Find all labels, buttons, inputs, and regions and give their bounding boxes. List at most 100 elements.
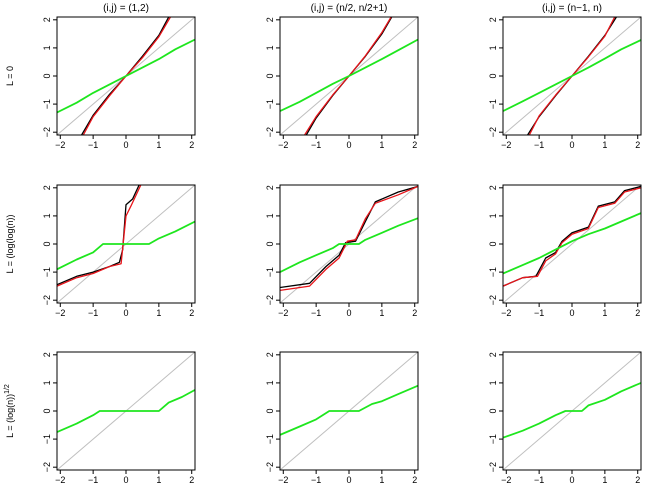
y-tick-label: 1	[42, 213, 52, 218]
x-tick-label: −2	[278, 308, 288, 318]
y-tick-label: 1	[42, 380, 52, 385]
red-curve	[503, 187, 641, 287]
row-label-superscript: 1/2	[4, 384, 11, 394]
y-tick-label: 0	[265, 241, 275, 246]
y-tick-label: 0	[42, 241, 52, 246]
panel-row2-col1: −2 −1 0 1 2 −2 −1 0 1 2	[42, 184, 196, 318]
panel-row1-col2: −2 −1 0 1 2 −2 −1 0 1 2	[265, 16, 419, 150]
y-tick-label: −2	[42, 295, 52, 305]
x-tick-label: −1	[534, 140, 544, 150]
y-tick-label: 0	[42, 408, 52, 413]
y-tick-label: 2	[42, 17, 52, 22]
y-tick-label: −2	[265, 462, 275, 472]
y-tick-label: −1	[42, 267, 52, 277]
reference-diagonal-line	[503, 185, 641, 303]
x-tick-label: 0	[123, 140, 128, 150]
green-curve	[57, 38, 195, 114]
black-curve	[503, 185, 641, 287]
y-tick-label: 2	[42, 185, 52, 190]
panel-row3-col1: −2 −1 0 1 2 −2 −1 0 1 2	[42, 351, 196, 485]
y-tick-label: 0	[488, 241, 498, 246]
y-tick-label: −1	[265, 434, 275, 444]
x-tick-label: 2	[189, 308, 194, 318]
y-tick-label: −2	[488, 127, 498, 137]
x-tick-label: 1	[156, 475, 161, 485]
y-tick-label: −2	[488, 295, 498, 305]
x-tick-label: 0	[346, 140, 351, 150]
y-tick-label: −2	[42, 462, 52, 472]
svg-text:L = 0: L = 0	[5, 66, 15, 86]
column-title-1: (i,j) = (1,2)	[103, 3, 149, 14]
y-tick-label: −1	[488, 99, 498, 109]
x-tick-label: 2	[189, 475, 194, 485]
y-tick-label: −1	[265, 267, 275, 277]
y-tick-label: 1	[265, 213, 275, 218]
svg-text:L = (log(n))1/2: L = (log(n))1/2	[4, 384, 15, 438]
y-tick-label: 2	[265, 185, 275, 190]
x-tick-label: −1	[534, 475, 544, 485]
green-curve	[57, 389, 195, 433]
x-tick-label: −1	[88, 475, 98, 485]
y-tick-label: 2	[488, 185, 498, 190]
x-tick-label: −2	[55, 308, 65, 318]
y-tick-label: 2	[265, 352, 275, 357]
panel-row2-col2: −2 −1 0 1 2 −2 −1 0 1 2	[265, 184, 419, 318]
x-tick-label: −1	[311, 475, 321, 485]
y-tick-label: 0	[265, 408, 275, 413]
red-curve	[280, 185, 418, 292]
x-tick-label: 2	[189, 140, 194, 150]
x-tick-label: 2	[412, 308, 417, 318]
y-tick-label: −2	[265, 127, 275, 137]
y-tick-label: 1	[265, 380, 275, 385]
x-tick-label: −1	[311, 140, 321, 150]
x-tick-label: 1	[379, 308, 384, 318]
y-tick-label: 1	[488, 45, 498, 50]
green-curve	[503, 39, 641, 112]
x-tick-label: 0	[569, 140, 574, 150]
x-tick-label: 0	[123, 475, 128, 485]
x-tick-label: 0	[346, 475, 351, 485]
x-tick-label: 0	[346, 308, 351, 318]
x-tick-label: 2	[412, 475, 417, 485]
y-tick-label: 2	[42, 352, 52, 357]
x-tick-label: −2	[278, 475, 288, 485]
y-tick-label: 1	[488, 380, 498, 385]
y-tick-label: 0	[265, 73, 275, 78]
green-curve	[280, 384, 418, 436]
row-label-main: L = (log(log(n))	[5, 215, 15, 274]
y-tick-label: −1	[42, 434, 52, 444]
green-curve	[57, 220, 195, 271]
y-tick-label: −2	[265, 295, 275, 305]
x-tick-label: 2	[635, 475, 640, 485]
x-tick-label: 0	[569, 475, 574, 485]
x-tick-label: 1	[379, 475, 384, 485]
y-tick-label: −2	[42, 127, 52, 137]
panel-row1-col3: −2 −1 0 1 2 −2 −1 0 1 2	[488, 16, 642, 150]
y-tick-label: −2	[488, 462, 498, 472]
x-tick-label: −2	[501, 475, 511, 485]
panel-row1-col1: −2 −1 0 1 2 −2 −1 0 1 2	[42, 16, 196, 150]
x-tick-label: −1	[88, 140, 98, 150]
red-curve	[57, 185, 142, 287]
y-tick-label: 2	[488, 17, 498, 22]
panel-row3-col3: −2 −1 0 1 2 −2 −1 0 1 2	[488, 351, 642, 485]
column-title-2: (i,j) = (n/2, n/2+1)	[311, 3, 388, 14]
x-tick-label: 2	[635, 308, 640, 318]
y-tick-label: 2	[265, 17, 275, 22]
x-tick-label: 1	[602, 475, 607, 485]
x-tick-label: 2	[635, 140, 640, 150]
x-tick-label: −2	[501, 308, 511, 318]
column-title-3: (i,j) = (n−1, n)	[542, 3, 602, 14]
x-tick-label: 1	[602, 308, 607, 318]
green-curve	[280, 217, 418, 273]
x-tick-label: 1	[156, 140, 161, 150]
y-tick-label: 0	[488, 73, 498, 78]
x-tick-label: 1	[602, 140, 607, 150]
y-tick-label: 1	[265, 45, 275, 50]
y-tick-label: −1	[488, 267, 498, 277]
x-tick-label: −1	[88, 308, 98, 318]
black-curve	[57, 185, 140, 286]
green-curve	[503, 212, 641, 275]
x-tick-label: −2	[55, 475, 65, 485]
